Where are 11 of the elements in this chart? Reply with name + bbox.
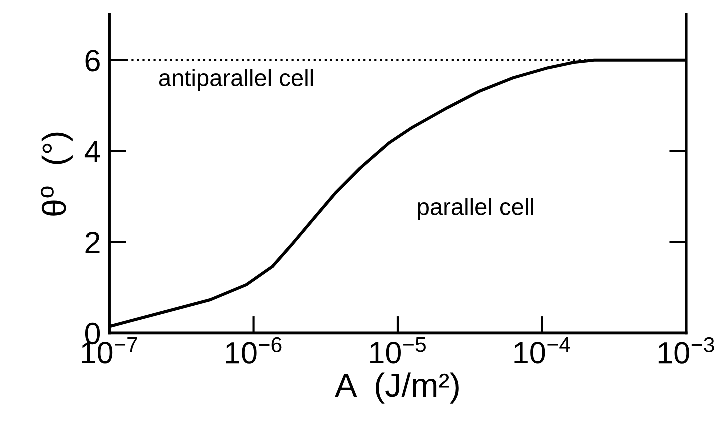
annotation: parallel cell	[418, 198, 534, 220]
y-tick-label: 2	[86, 232, 100, 254]
x-tick-label: 10$^{−6}$	[226, 337, 282, 364]
x-axis-title: A (J/m²)	[335, 372, 459, 404]
annotation: antiparallel cell	[159, 69, 314, 92]
y-axis-title: θ$^{o}$ (°)	[41, 132, 73, 216]
x-tick-label: 10$^{−5}$	[370, 337, 426, 364]
x-tick-label: 10$^{−4}$	[514, 337, 570, 364]
x-tick-label: 10$^{−3}$	[658, 337, 714, 364]
y-tick-label: 6	[86, 50, 100, 72]
y-tick-label: 4	[84, 141, 100, 162]
